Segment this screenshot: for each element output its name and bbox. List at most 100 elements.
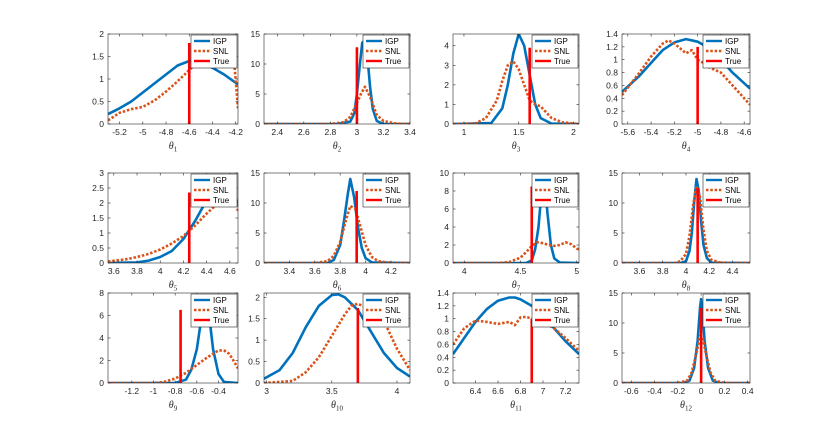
y-tick-label: 1.5 bbox=[92, 52, 104, 62]
x-axis-label: θ1 bbox=[169, 141, 178, 154]
x-axis-label: θ8 bbox=[682, 280, 691, 293]
legend-true-label: True bbox=[213, 316, 230, 325]
y-tick-label: 6 bbox=[444, 204, 449, 214]
legend-igp-label: IGP bbox=[725, 296, 739, 305]
x-tick-label: -1.2 bbox=[125, 386, 140, 396]
x-axis-subscript: 9 bbox=[174, 405, 178, 413]
snl-series-line bbox=[453, 241, 579, 263]
y-tick-label: 1 bbox=[99, 74, 104, 84]
legend-igp-label: IGP bbox=[385, 176, 399, 185]
y-tick-label: 3 bbox=[444, 60, 449, 70]
snl-series-line bbox=[453, 60, 579, 124]
x-tick-label: 7 bbox=[541, 386, 546, 396]
legend-igp-label: IGP bbox=[725, 176, 739, 185]
axes-frame bbox=[263, 292, 411, 384]
x-tick-label: -4.4 bbox=[205, 127, 220, 137]
x-axis-label: θ9 bbox=[169, 400, 178, 413]
snl-series-line bbox=[622, 39, 750, 106]
y-tick-label: 15 bbox=[609, 288, 619, 298]
legend-true-label: True bbox=[725, 57, 742, 66]
legend-true-label: True bbox=[385, 316, 402, 325]
x-tick-label: 4.5 bbox=[515, 266, 527, 276]
x-tick-label: 5 bbox=[574, 266, 579, 276]
x-axis-symbol: θ bbox=[512, 280, 517, 291]
legend-snl-label: SNL bbox=[213, 47, 229, 56]
x-tick-label: 4.2 bbox=[703, 266, 715, 276]
x-axis-label: θ12 bbox=[680, 400, 692, 413]
y-tick-label: 2 bbox=[255, 292, 260, 302]
legend-snl-label: SNL bbox=[725, 47, 741, 56]
y-tick-label: 0 bbox=[255, 378, 260, 388]
x-tick-label: -0.4 bbox=[647, 386, 662, 396]
x-axis-symbol: θ bbox=[169, 141, 174, 152]
y-tick-label: 8 bbox=[444, 186, 449, 196]
legend-true-label: True bbox=[213, 57, 230, 66]
x-axis-subscript: 12 bbox=[685, 405, 693, 413]
y-tick-label: 0 bbox=[99, 119, 104, 129]
x-tick-label: -4.8 bbox=[159, 127, 174, 137]
x-tick-label: 4 bbox=[684, 266, 689, 276]
legend-igp-label: IGP bbox=[385, 296, 399, 305]
legend-snl-label: SNL bbox=[554, 47, 570, 56]
x-tick-label: 6.6 bbox=[492, 386, 504, 396]
y-tick-label: 0 bbox=[613, 258, 618, 268]
legend-snl-label: SNL bbox=[725, 306, 741, 315]
y-tick-label: 10 bbox=[251, 198, 261, 208]
x-axis-symbol: θ bbox=[510, 400, 515, 411]
x-tick-label: -5.4 bbox=[644, 127, 659, 137]
y-tick-label: 0.6 bbox=[606, 80, 618, 90]
y-tick-label: 4 bbox=[444, 41, 449, 51]
igp-series-line bbox=[264, 177, 410, 263]
y-tick-label: 0 bbox=[613, 119, 618, 129]
legend-igp-label: IGP bbox=[725, 37, 739, 46]
x-tick-label: 4 bbox=[363, 266, 368, 276]
x-tick-label: 4.2 bbox=[385, 266, 397, 276]
x-axis-subscript: 1 bbox=[174, 146, 178, 154]
x-tick-label: -5.6 bbox=[620, 127, 635, 137]
x-tick-label: 3.8 bbox=[131, 266, 143, 276]
x-tick-label: 4 bbox=[395, 386, 400, 396]
y-tick-label: 6 bbox=[99, 311, 104, 321]
y-tick-label: 0 bbox=[99, 258, 104, 268]
x-axis-label: θ4 bbox=[682, 141, 691, 154]
y-tick-label: 15 bbox=[251, 29, 261, 39]
legend-true-label: True bbox=[554, 196, 571, 205]
y-tick-label: 0.4 bbox=[437, 352, 449, 362]
x-tick-label: 4.6 bbox=[224, 266, 236, 276]
x-axis-label: θ5 bbox=[169, 280, 178, 293]
x-tick-label: -5 bbox=[139, 127, 147, 137]
x-tick-label: -4.6 bbox=[737, 127, 752, 137]
legend-igp-label: IGP bbox=[213, 176, 227, 185]
y-tick-label: 0 bbox=[255, 119, 260, 129]
y-tick-label: 15 bbox=[609, 168, 619, 178]
x-tick-label: 4 bbox=[158, 266, 163, 276]
x-tick-label: 4.4 bbox=[201, 266, 213, 276]
igp-series-line bbox=[453, 34, 579, 124]
x-tick-label: 3 bbox=[264, 386, 269, 396]
y-tick-label: 1.4 bbox=[606, 29, 618, 39]
y-tick-label: 1 bbox=[613, 55, 618, 65]
y-tick-label: 5 bbox=[613, 228, 618, 238]
x-tick-label: 3.6 bbox=[634, 266, 646, 276]
x-tick-label: -4.2 bbox=[228, 127, 243, 137]
igp-series-line bbox=[264, 293, 410, 380]
axes-frame bbox=[452, 33, 580, 125]
panel-4: -5.6 -5.4 -5.2 -5 -4.8 -4.6 0 0.2 0.4 0.6 0.8 1 1.2 1… bbox=[606, 29, 752, 154]
x-axis-subscript: 3 bbox=[517, 146, 521, 154]
legend-snl-label: SNL bbox=[213, 186, 229, 195]
x-tick-label: -0.6 bbox=[190, 386, 205, 396]
y-tick-label: 0.8 bbox=[606, 68, 618, 78]
x-tick-label: -5.2 bbox=[112, 127, 127, 137]
x-axis-subscript: 10 bbox=[336, 405, 344, 413]
x-axis-symbol: θ bbox=[682, 141, 687, 152]
y-tick-label: 1 bbox=[444, 314, 449, 324]
